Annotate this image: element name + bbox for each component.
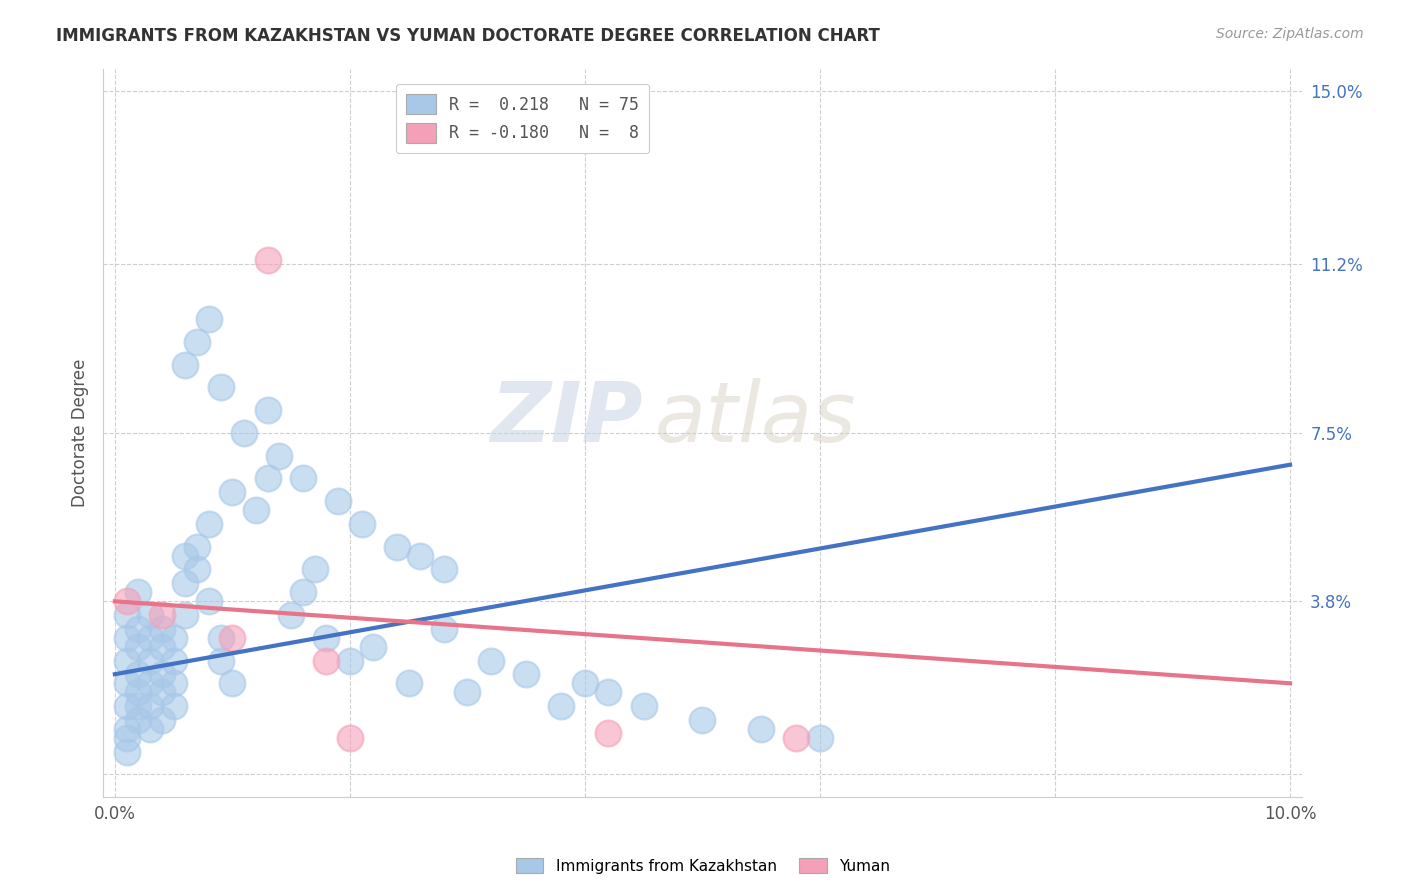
Point <box>127 640 149 654</box>
Legend: Immigrants from Kazakhstan, Yuman: Immigrants from Kazakhstan, Yuman <box>510 852 896 880</box>
Text: IMMIGRANTS FROM KAZAKHSTAN VS YUMAN DOCTORATE DEGREE CORRELATION CHART: IMMIGRANTS FROM KAZAKHSTAN VS YUMAN DOCT… <box>56 27 880 45</box>
Point <box>115 607 138 622</box>
Point <box>209 654 232 668</box>
Point <box>139 699 162 714</box>
Point <box>269 449 291 463</box>
Point <box>127 685 149 699</box>
Point <box>139 722 162 736</box>
Point <box>209 631 232 645</box>
Point <box>598 685 620 699</box>
Point <box>256 252 278 267</box>
Point <box>139 676 162 690</box>
Point <box>139 654 162 668</box>
Point <box>127 699 149 714</box>
Point <box>291 585 314 599</box>
Point <box>115 699 138 714</box>
Point <box>339 731 361 745</box>
Point <box>115 745 138 759</box>
Point <box>385 540 408 554</box>
Point <box>198 516 221 531</box>
Point <box>256 403 278 417</box>
Point <box>398 676 420 690</box>
Point <box>598 726 620 740</box>
Point <box>363 640 385 654</box>
Text: ZIP: ZIP <box>489 377 643 458</box>
Point <box>162 676 184 690</box>
Point <box>174 576 197 591</box>
Point <box>315 654 337 668</box>
Point <box>186 334 208 349</box>
Point <box>315 631 337 645</box>
Point <box>280 607 302 622</box>
Point <box>221 631 243 645</box>
Point <box>115 631 138 645</box>
Point <box>174 607 197 622</box>
Point <box>808 731 831 745</box>
Point <box>139 607 162 622</box>
Point <box>574 676 596 690</box>
Point <box>115 731 138 745</box>
Point <box>127 667 149 681</box>
Point <box>174 358 197 372</box>
Point <box>328 494 350 508</box>
Point <box>198 312 221 326</box>
Point <box>515 667 537 681</box>
Point <box>139 631 162 645</box>
Point <box>162 699 184 714</box>
Point <box>150 685 173 699</box>
Point <box>245 503 267 517</box>
Point <box>304 562 326 576</box>
Point <box>633 699 655 714</box>
Point <box>749 722 772 736</box>
Point <box>150 667 173 681</box>
Point <box>115 676 138 690</box>
Point <box>198 594 221 608</box>
Point <box>221 676 243 690</box>
Point <box>433 562 456 576</box>
Point <box>127 713 149 727</box>
Point <box>162 654 184 668</box>
Point <box>233 425 256 440</box>
Point <box>186 562 208 576</box>
Point <box>350 516 373 531</box>
Point <box>433 622 456 636</box>
Point <box>150 640 173 654</box>
Point <box>221 485 243 500</box>
Point <box>162 631 184 645</box>
Point <box>186 540 208 554</box>
Point <box>127 585 149 599</box>
Y-axis label: Doctorate Degree: Doctorate Degree <box>72 359 89 507</box>
Point <box>550 699 572 714</box>
Point <box>339 654 361 668</box>
Point <box>127 622 149 636</box>
Text: Source: ZipAtlas.com: Source: ZipAtlas.com <box>1216 27 1364 41</box>
Point <box>150 713 173 727</box>
Point <box>692 713 714 727</box>
Point <box>479 654 502 668</box>
Point <box>115 654 138 668</box>
Point <box>150 622 173 636</box>
Point <box>456 685 478 699</box>
Point <box>115 722 138 736</box>
Point <box>115 594 138 608</box>
Point <box>291 471 314 485</box>
Point <box>150 607 173 622</box>
Point <box>409 549 432 563</box>
Point <box>256 471 278 485</box>
Point <box>174 549 197 563</box>
Point <box>785 731 807 745</box>
Point <box>209 380 232 394</box>
Text: atlas: atlas <box>655 377 856 458</box>
Legend: R =  0.218   N = 75, R = -0.180   N =  8: R = 0.218 N = 75, R = -0.180 N = 8 <box>396 84 650 153</box>
